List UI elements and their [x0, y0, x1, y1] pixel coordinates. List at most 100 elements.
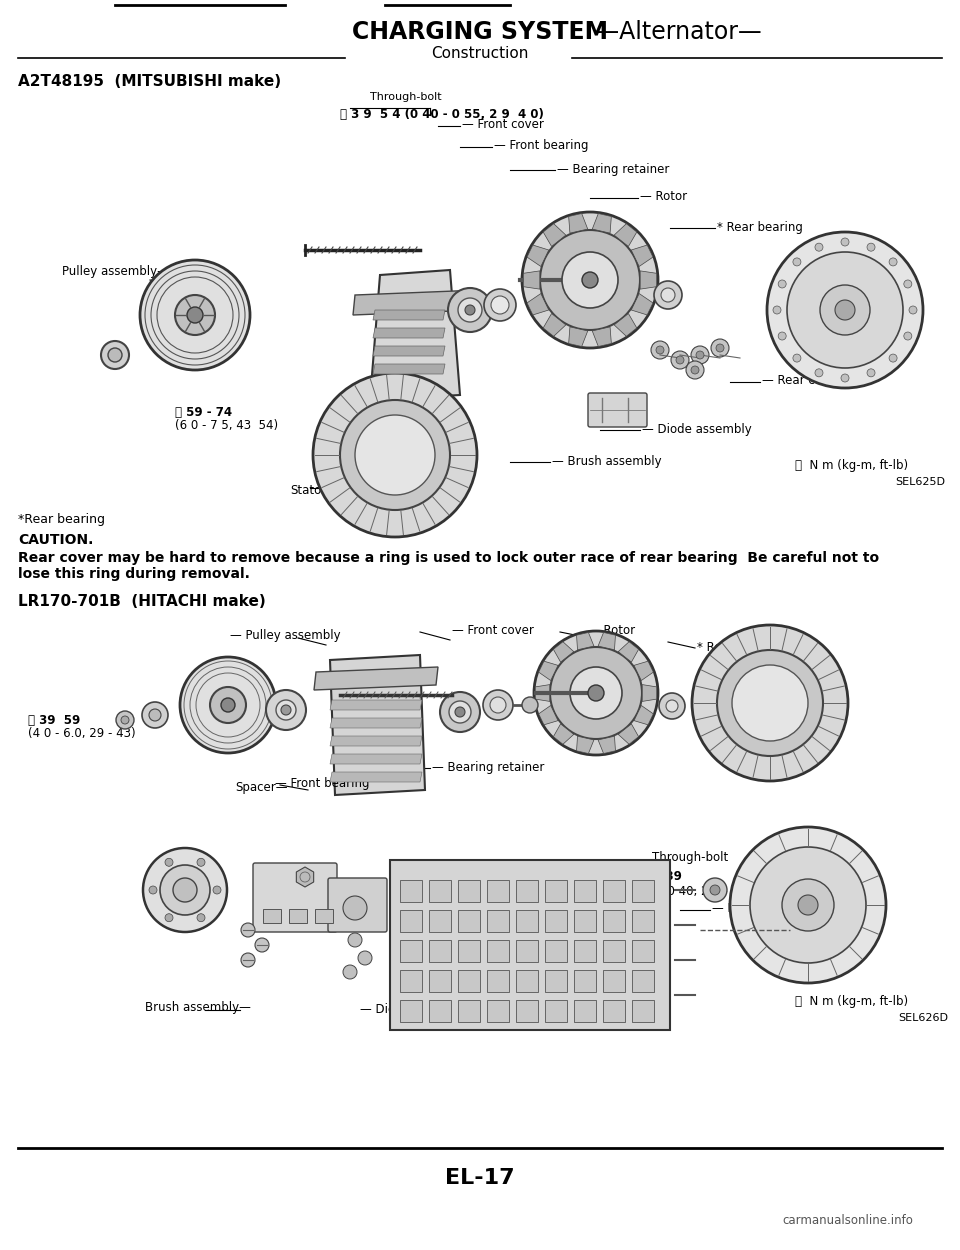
Text: Rear cover may be hard to remove because a ring is used to lock outer race of re: Rear cover may be hard to remove because… [18, 551, 879, 565]
Polygon shape [592, 328, 612, 346]
Text: — Front cover: — Front cover [452, 624, 534, 636]
Bar [400, 880, 422, 902]
Circle shape [716, 344, 724, 352]
Circle shape [358, 951, 372, 965]
Circle shape [841, 374, 849, 382]
Bar [632, 970, 654, 992]
FancyBboxPatch shape [588, 392, 647, 428]
Text: SEL625D: SEL625D [895, 478, 945, 488]
Bar [289, 909, 307, 922]
Bar [632, 910, 654, 932]
Polygon shape [640, 271, 657, 289]
Bar [400, 1000, 422, 1022]
Circle shape [281, 705, 291, 715]
Bar [545, 910, 567, 932]
Polygon shape [330, 754, 422, 764]
Circle shape [711, 339, 729, 357]
Polygon shape [353, 290, 480, 315]
Circle shape [255, 938, 269, 952]
Text: — Rear cover: — Rear cover [762, 375, 841, 388]
Bar [603, 940, 625, 962]
Circle shape [767, 232, 923, 388]
Polygon shape [634, 661, 654, 680]
Circle shape [841, 238, 849, 246]
Text: — Front bearing: — Front bearing [494, 140, 588, 152]
Circle shape [266, 690, 306, 730]
Circle shape [149, 709, 161, 721]
Text: Stator—: Stator— [290, 484, 338, 496]
Polygon shape [543, 224, 565, 246]
Circle shape [440, 693, 480, 732]
Text: CAUTION.: CAUTION. [18, 532, 93, 548]
Circle shape [108, 348, 122, 362]
Polygon shape [632, 245, 653, 266]
Circle shape [534, 631, 658, 755]
Circle shape [889, 354, 897, 362]
Circle shape [101, 341, 129, 369]
Bar [429, 970, 451, 992]
Polygon shape [577, 632, 594, 650]
FancyBboxPatch shape [328, 878, 387, 932]
Polygon shape [527, 294, 549, 315]
Circle shape [165, 859, 173, 866]
Polygon shape [373, 346, 445, 356]
Polygon shape [527, 245, 549, 266]
Circle shape [522, 213, 658, 348]
Text: — Front bearing: — Front bearing [275, 776, 370, 790]
Text: ⓨ  N m (kg-m, ft-lb): ⓨ N m (kg-m, ft-lb) [795, 995, 908, 1009]
Bar [429, 940, 451, 962]
Text: LR170-701B  (HITACHI make): LR170-701B (HITACHI make) [18, 595, 266, 610]
Polygon shape [330, 718, 422, 728]
Text: — Bearing retainer: — Bearing retainer [557, 162, 669, 175]
Circle shape [142, 703, 168, 728]
Circle shape [903, 332, 912, 340]
Bar [545, 970, 567, 992]
FancyBboxPatch shape [390, 860, 670, 1030]
Polygon shape [614, 224, 636, 246]
Circle shape [782, 879, 834, 931]
Polygon shape [568, 214, 588, 232]
Bar [458, 880, 480, 902]
Bar [458, 970, 480, 992]
Bar [603, 1000, 625, 1022]
Text: Pulley assembly—: Pulley assembly— [62, 265, 169, 279]
Polygon shape [634, 705, 654, 725]
Bar [487, 910, 509, 932]
Circle shape [909, 306, 917, 314]
Text: —Alternator—: —Alternator— [588, 20, 762, 44]
Text: Construction: Construction [431, 46, 529, 61]
Circle shape [588, 685, 604, 701]
Circle shape [651, 341, 669, 359]
Circle shape [140, 260, 250, 370]
Text: — Diode assembly: — Diode assembly [360, 1004, 469, 1016]
Circle shape [522, 698, 538, 712]
Bar [458, 940, 480, 962]
Bar [516, 1000, 538, 1022]
Circle shape [173, 878, 197, 902]
Bar [603, 910, 625, 932]
Circle shape [666, 700, 678, 712]
Polygon shape [618, 641, 638, 662]
Circle shape [654, 281, 682, 309]
Circle shape [491, 296, 509, 314]
Polygon shape [598, 632, 615, 650]
Circle shape [343, 896, 367, 920]
Text: Through-bolt: Through-bolt [652, 851, 729, 865]
Circle shape [867, 244, 875, 251]
Text: — Front cover: — Front cover [462, 119, 544, 131]
Circle shape [659, 693, 685, 719]
Circle shape [221, 698, 235, 712]
Text: lose this ring during removal.: lose this ring during removal. [18, 568, 250, 581]
Bar [429, 1000, 451, 1022]
Polygon shape [568, 328, 588, 346]
Text: Spacer—: Spacer— [235, 781, 287, 795]
Bar [400, 910, 422, 932]
Text: carmanualsonline.info: carmanualsonline.info [782, 1214, 913, 1226]
Text: Brush assembly—: Brush assembly— [145, 1001, 251, 1015]
Polygon shape [330, 655, 425, 795]
Text: — Rotor: — Rotor [588, 625, 636, 638]
Circle shape [149, 886, 157, 894]
Bar [516, 880, 538, 902]
Circle shape [691, 366, 699, 374]
Polygon shape [373, 310, 445, 320]
